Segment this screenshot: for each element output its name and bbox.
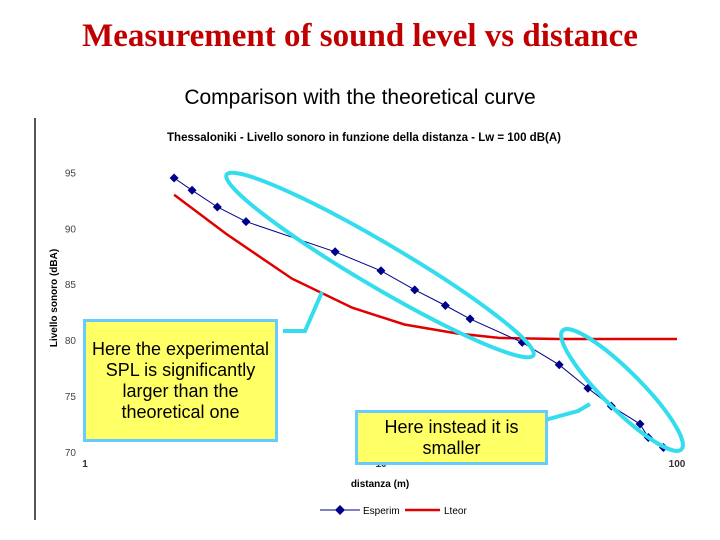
divider [34,118,36,520]
data-point-esperim [187,185,197,195]
highlight-ellipse-upper [224,170,536,360]
slide-title: Measurement of sound level vs distance [82,18,638,54]
legend-label-lteor: Lteor [444,506,467,517]
y-tick-label: 95 [65,168,77,179]
legend-label-esperim: Esperim [363,506,400,517]
data-point-esperim [169,173,179,183]
data-point-esperim [330,247,340,257]
y-tick-label: 90 [65,224,77,235]
x-axis-label: distanza (m) [351,479,409,490]
y-tick-label: 85 [65,280,77,291]
series-line-esperim [173,177,664,448]
slide-subtitle: Comparison with the theoretical curve [184,86,536,109]
y-axis-label: Livello sonoro (dBA) [49,249,60,347]
y-tick-label: 80 [65,336,77,347]
data-point-esperim [212,202,222,212]
x-tick-label: 100 [669,459,686,470]
chart-title: Thessaloniki - Livello sonoro in funzion… [167,132,561,144]
data-point-esperim [440,300,450,310]
data-point-esperim [376,266,386,276]
data-point-esperim [241,217,251,227]
callout-experimental-smaller: Here instead it is smaller [355,410,548,465]
y-tick-label: 75 [65,392,77,403]
x-tick-label: 1 [82,459,88,470]
legend-marker-esperim [335,505,345,515]
data-point-esperim [635,419,645,429]
callout-pointer-upper [283,291,324,333]
callout-experimental-smaller-text: Here instead it is smaller [384,416,519,458]
series-line-lteor [173,193,677,341]
y-tick-label: 70 [65,448,77,459]
callout-experimental-larger-text: Here the experimental SPL is significant… [91,338,270,422]
data-point-esperim [554,360,564,370]
callout-experimental-larger: Here the experimental SPL is significant… [83,319,278,442]
data-point-esperim [465,314,475,324]
callout-pointer-lower [544,402,592,422]
data-point-esperim [410,285,420,295]
